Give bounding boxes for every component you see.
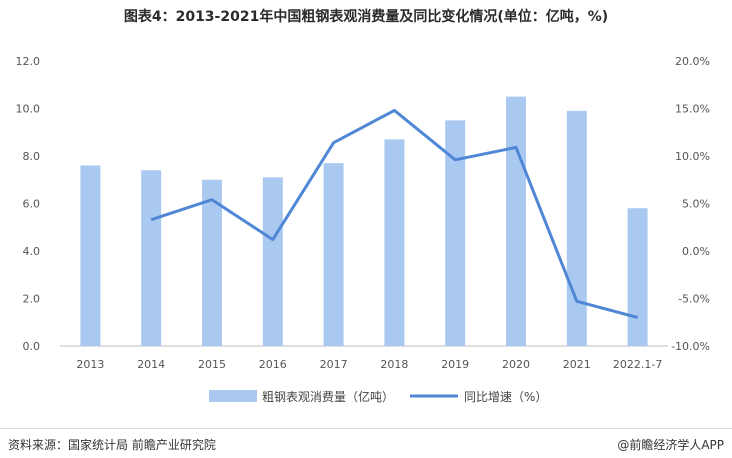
legend-bar-swatch xyxy=(209,390,257,402)
x-axis-tick-label: 2021 xyxy=(563,358,591,371)
bar-2016 xyxy=(262,177,283,346)
x-axis-tick-label: 2015 xyxy=(198,358,226,371)
left-axis-tick-label: 0.0 xyxy=(23,340,41,353)
bar-2013 xyxy=(80,165,101,346)
x-axis-tick-label: 2019 xyxy=(441,358,469,371)
left-axis-tick-label: 8.0 xyxy=(23,150,41,163)
x-axis-tick-label: 2020 xyxy=(502,358,530,371)
bar-2018 xyxy=(384,139,405,346)
x-axis-tick-label: 2022.1-7 xyxy=(613,358,662,371)
right-axis-tick-label: 15.0% xyxy=(675,103,710,116)
right-axis-tick-label: -10.0% xyxy=(671,340,710,353)
bar-2022.1-7 xyxy=(627,208,648,346)
left-axis-tick-label: 6.0 xyxy=(23,198,41,211)
bar-2020 xyxy=(506,96,526,346)
x-axis-tick-label: 2013 xyxy=(76,358,104,371)
right-axis-tick-label: -5.0% xyxy=(678,293,710,306)
left-axis-tick-label: 4.0 xyxy=(23,245,41,258)
legend-line-label: 同比增速（%） xyxy=(464,390,547,404)
x-axis-tick-label: 2018 xyxy=(380,358,408,371)
left-axis-tick-label: 12.0 xyxy=(16,55,41,68)
x-axis-tick-label: 2014 xyxy=(137,358,165,371)
chart-title: 图表4：2013-2021年中国粗钢表观消费量及同比变化情况(单位：亿吨，%) xyxy=(123,9,609,25)
right-axis-tick-label: 0.0% xyxy=(682,245,710,258)
left-axis-tick-label: 10.0 xyxy=(16,103,41,116)
legend-bar-label: 粗钢表观消费量（亿吨） xyxy=(262,389,394,404)
right-axis-tick-label: 10.0% xyxy=(675,150,710,163)
bar-2017 xyxy=(323,163,344,346)
source-note: 资料来源：国家统计局 前瞻产业研究院 xyxy=(8,438,216,452)
bar-2019 xyxy=(445,120,466,346)
left-axis-tick-label: 2.0 xyxy=(23,293,41,306)
growth-rate-line xyxy=(150,108,638,319)
brand-credit: @前瞻经济学人APP xyxy=(617,438,724,452)
legend: 粗钢表观消费量（亿吨） 同比增速（%） xyxy=(209,389,547,404)
right-axis-tick-label: 5.0% xyxy=(682,198,710,211)
x-axis-tick-label: 2016 xyxy=(259,358,287,371)
bar-2014 xyxy=(141,170,162,346)
right-axis-tick-label: 20.0% xyxy=(675,55,710,68)
bar-2015 xyxy=(202,179,222,346)
chart: 0.0 2.0 4.0 6.0 8.0 10.0 12.0 -10.0% -5.0% 0.0% 5… xyxy=(16,55,711,404)
x-axis-tick-label: 2017 xyxy=(320,358,348,371)
footer-divider xyxy=(0,428,732,429)
bar-2021 xyxy=(566,110,587,346)
footer: 资料来源：国家统计局 前瞻产业研究院 @前瞻经济学人APP xyxy=(0,428,732,458)
